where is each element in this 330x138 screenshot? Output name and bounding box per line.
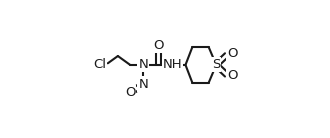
Text: O: O bbox=[153, 39, 164, 52]
Text: O: O bbox=[227, 69, 238, 82]
Text: Cl: Cl bbox=[93, 58, 106, 71]
Text: NH: NH bbox=[163, 58, 182, 71]
Text: N: N bbox=[138, 78, 148, 91]
Text: O: O bbox=[125, 86, 135, 99]
Text: N: N bbox=[138, 58, 148, 71]
Text: S: S bbox=[212, 58, 220, 71]
Text: O: O bbox=[227, 47, 238, 60]
